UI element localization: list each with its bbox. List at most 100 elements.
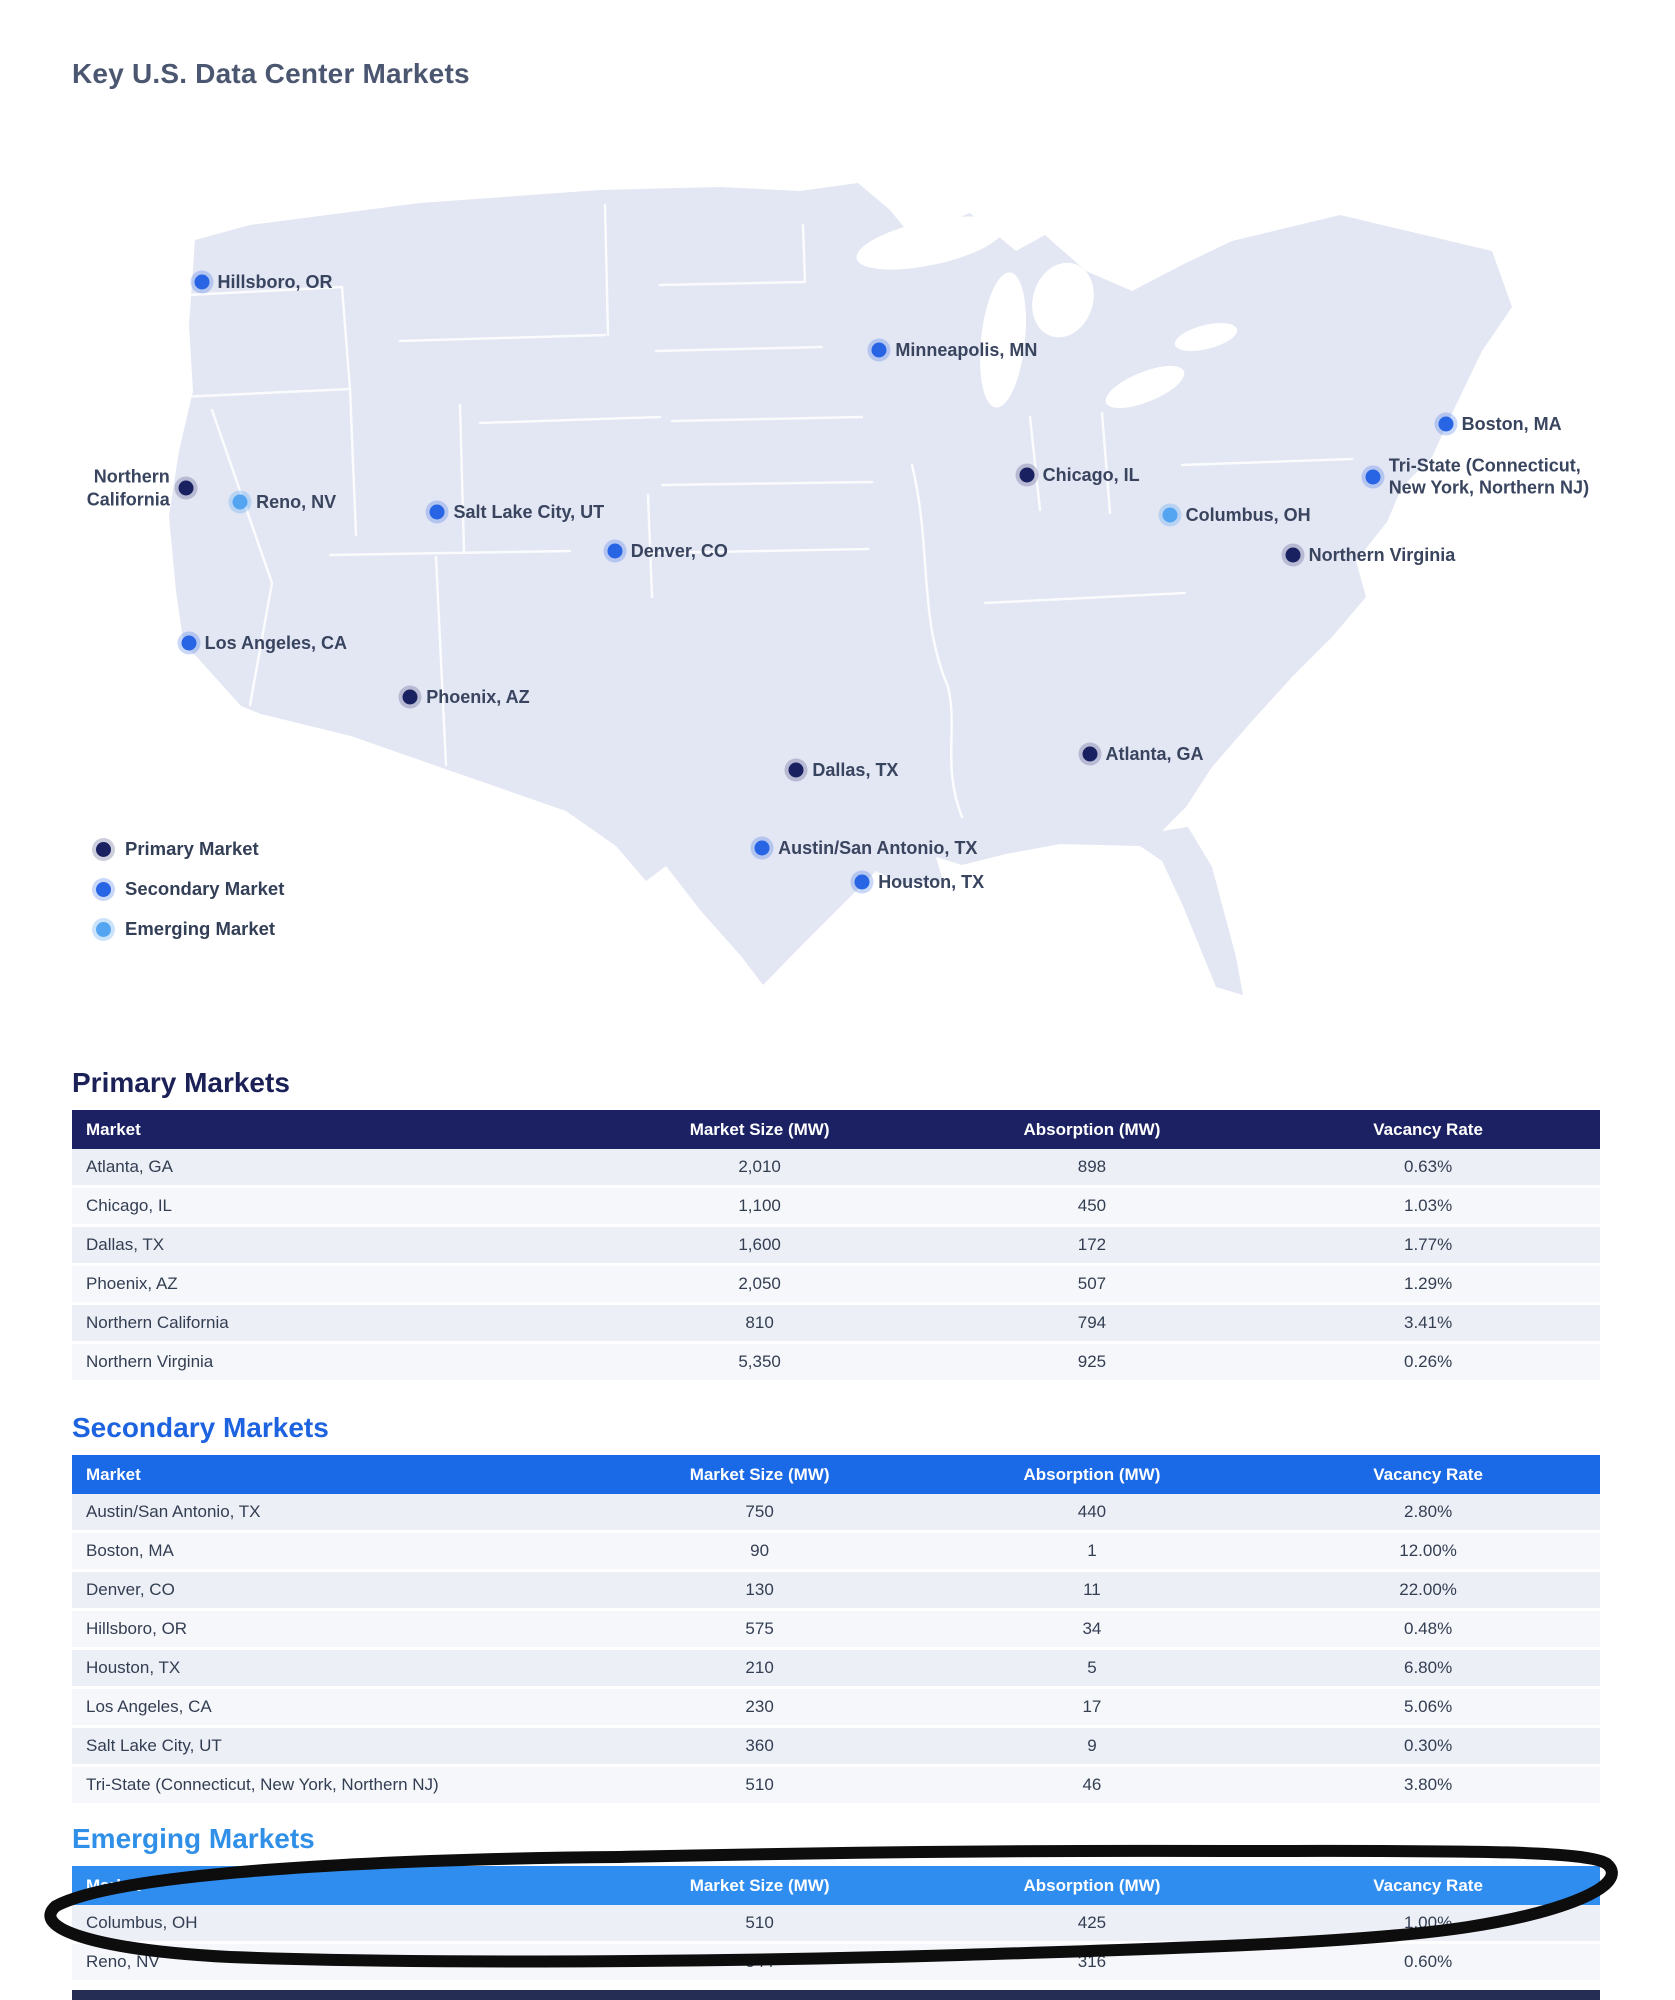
value-cell: 130	[745, 1580, 774, 1599]
great-lakes	[856, 216, 1238, 408]
value-cell: 440	[1077, 1502, 1107, 1521]
value-cell: 316	[1077, 1952, 1107, 1971]
table-row-boston-ma: Boston, MA 90 1 12.00%	[72, 1533, 1600, 1572]
map-marker-label: Boston, MA	[1461, 413, 1562, 434]
value-cell: 3.41%	[1403, 1313, 1453, 1332]
us-map: Hillsboro, OR Minneapolis, MN Boston, MA Tr…	[87, 165, 1589, 1005]
value-cell: 510	[745, 1775, 774, 1794]
legend-label: Emerging Market	[125, 918, 276, 939]
market-name-cell: Phoenix, AZ	[86, 1274, 178, 1293]
market-tables: Primary Markets Market Market Size (MW) Abs…	[72, 1066, 1600, 1983]
map-marker-label: Hillsboro, OR	[217, 271, 333, 292]
value-cell: 1,600	[738, 1235, 781, 1254]
map-marker-label: Northern California	[86, 466, 170, 510]
value-cell: 1.29%	[1403, 1274, 1453, 1293]
column-header-market: Market	[86, 1120, 141, 1139]
table-row-phoenix-az: Phoenix, AZ 2,050 507 1.29%	[72, 1266, 1600, 1305]
value-cell: 1,100	[738, 1196, 781, 1215]
table-row-austin-san-antonio-tx: Austin/San Antonio, TX 750 440 2.80%	[72, 1494, 1600, 1533]
table-row-denver-co: Denver, CO 130 11 22.00%	[72, 1572, 1600, 1611]
market-name-cell: Salt Lake City, UT	[86, 1736, 222, 1755]
primary-market-dot	[1019, 467, 1035, 483]
value-cell: 0.26%	[1403, 1352, 1453, 1371]
value-cell: 230	[745, 1697, 774, 1716]
map-marker-label: Denver, CO	[630, 541, 728, 562]
market-name-cell: Atlanta, GA	[86, 1157, 173, 1176]
value-cell: 22.00%	[1399, 1580, 1457, 1599]
value-cell: 794	[1077, 1313, 1107, 1332]
map-marker-label: Houston, TX	[878, 872, 985, 893]
legend-label: Primary Market	[125, 838, 259, 859]
secondary-market-dot	[194, 274, 210, 290]
column-header-market-size-mw: Market Size (MW)	[689, 1120, 830, 1139]
map-marker-label: Phoenix, AZ	[426, 686, 530, 707]
value-cell: 925	[1077, 1352, 1107, 1371]
value-cell: 360	[745, 1736, 774, 1755]
value-cell: 0.60%	[1403, 1952, 1453, 1971]
value-cell: 46	[1082, 1775, 1102, 1794]
primary-market-dot	[178, 480, 194, 496]
market-name-cell: Dallas, TX	[86, 1235, 165, 1254]
state-borders	[178, 203, 1354, 819]
table-row-salt-lake-city-ut: Salt Lake City, UT 360 9 0.30%	[72, 1728, 1600, 1767]
table-row-tri-state-connecticut-new-york-northern-nj: Tri-State (Connecticut, New York, Northe…	[72, 1767, 1600, 1806]
value-cell: 450	[1077, 1196, 1107, 1215]
value-cell: 6.80%	[1403, 1658, 1453, 1677]
value-cell: 34	[1082, 1619, 1102, 1638]
secondary-market-dot	[429, 504, 445, 520]
table-row-dallas-tx: Dallas, TX 1,600 172 1.77%	[72, 1227, 1600, 1266]
map-marker-label: Columbus, OH	[1185, 505, 1311, 526]
primary-markets-section: Primary Markets Market Market Size (MW) Abs…	[72, 1066, 1600, 1383]
value-cell: 507	[1077, 1274, 1107, 1293]
column-header-absorption-mw: Absorption (MW)	[1023, 1120, 1161, 1139]
market-name-cell: Reno, NV	[86, 1952, 160, 1971]
market-name-cell: Boston, MA	[86, 1541, 174, 1560]
secondary-market-dot	[181, 635, 197, 651]
column-header-vacancy-rate: Vacancy Rate	[1373, 1120, 1483, 1139]
value-cell: 750	[745, 1502, 774, 1521]
us-outline	[169, 183, 1512, 995]
value-cell: 2,050	[738, 1274, 781, 1293]
column-header-vacancy-rate: Vacancy Rate	[1373, 1876, 1483, 1895]
legend-item-emerging: Emerging Market	[96, 909, 284, 949]
legend-item-primary: Primary Market	[96, 829, 284, 869]
us-map-graphic	[169, 183, 1512, 995]
secondary-markets-heading: Secondary Markets	[72, 1412, 329, 1443]
clipped-table-header-bar	[72, 1990, 1600, 2000]
market-name-cell: Los Angeles, CA	[86, 1697, 212, 1716]
value-cell: 1.77%	[1403, 1235, 1453, 1254]
table-row-northern-virginia: Northern Virginia 5,350 925 0.26%	[72, 1344, 1600, 1383]
emerging-table-header-row: Market Market Size (MW) Absorption (MW) Vac…	[72, 1866, 1600, 1905]
emerging-markets-section: Emerging Markets Market Market Size (MW) Ab…	[72, 1822, 1600, 1983]
value-cell: 9	[1087, 1736, 1097, 1755]
map-marker-label: Chicago, IL	[1042, 464, 1140, 485]
market-name-cell: Columbus, OH	[86, 1913, 198, 1932]
column-header-vacancy-rate: Vacancy Rate	[1373, 1465, 1483, 1484]
column-header-market-size-mw: Market Size (MW)	[689, 1465, 830, 1484]
value-cell: 544	[745, 1952, 774, 1971]
value-cell: 3.80%	[1403, 1775, 1453, 1794]
primary-market-dot	[1082, 746, 1098, 762]
primary-market-dot	[96, 841, 111, 857]
value-cell: 5,350	[738, 1352, 781, 1371]
value-cell: 5	[1087, 1658, 1097, 1677]
value-cell: 2.80%	[1403, 1502, 1453, 1521]
value-cell: 575	[745, 1619, 774, 1638]
market-name-cell: Denver, CO	[86, 1580, 175, 1599]
table-row-houston-tx: Houston, TX 210 5 6.80%	[72, 1650, 1600, 1689]
page-title: Key U.S. Data Center Markets	[72, 58, 470, 89]
secondary-market-dot	[1365, 469, 1381, 485]
column-header-absorption-mw: Absorption (MW)	[1023, 1876, 1161, 1895]
secondary-markets-section: Secondary Markets Market Market Size (MW) A…	[72, 1411, 1600, 1806]
primary-table-header-row: Market Market Size (MW) Absorption (MW) Vac…	[72, 1110, 1600, 1149]
map-marker-label: Minneapolis, MN	[895, 339, 1038, 360]
value-cell: 90	[750, 1541, 770, 1560]
map-marker-label: Austin/San Antonio, TX	[778, 837, 978, 858]
table-row-hillsboro-or: Hillsboro, OR 575 34 0.48%	[72, 1611, 1600, 1650]
primary-market-dot	[402, 689, 418, 705]
secondary-market-dot	[754, 840, 770, 856]
secondary-market-dot	[1438, 416, 1454, 432]
map-marker-label: Salt Lake City, UT	[453, 501, 605, 522]
emerging-markets-heading: Emerging Markets	[72, 1823, 315, 1854]
table-row-columbus-oh: Columbus, OH 510 425 1.00%	[72, 1905, 1600, 1944]
